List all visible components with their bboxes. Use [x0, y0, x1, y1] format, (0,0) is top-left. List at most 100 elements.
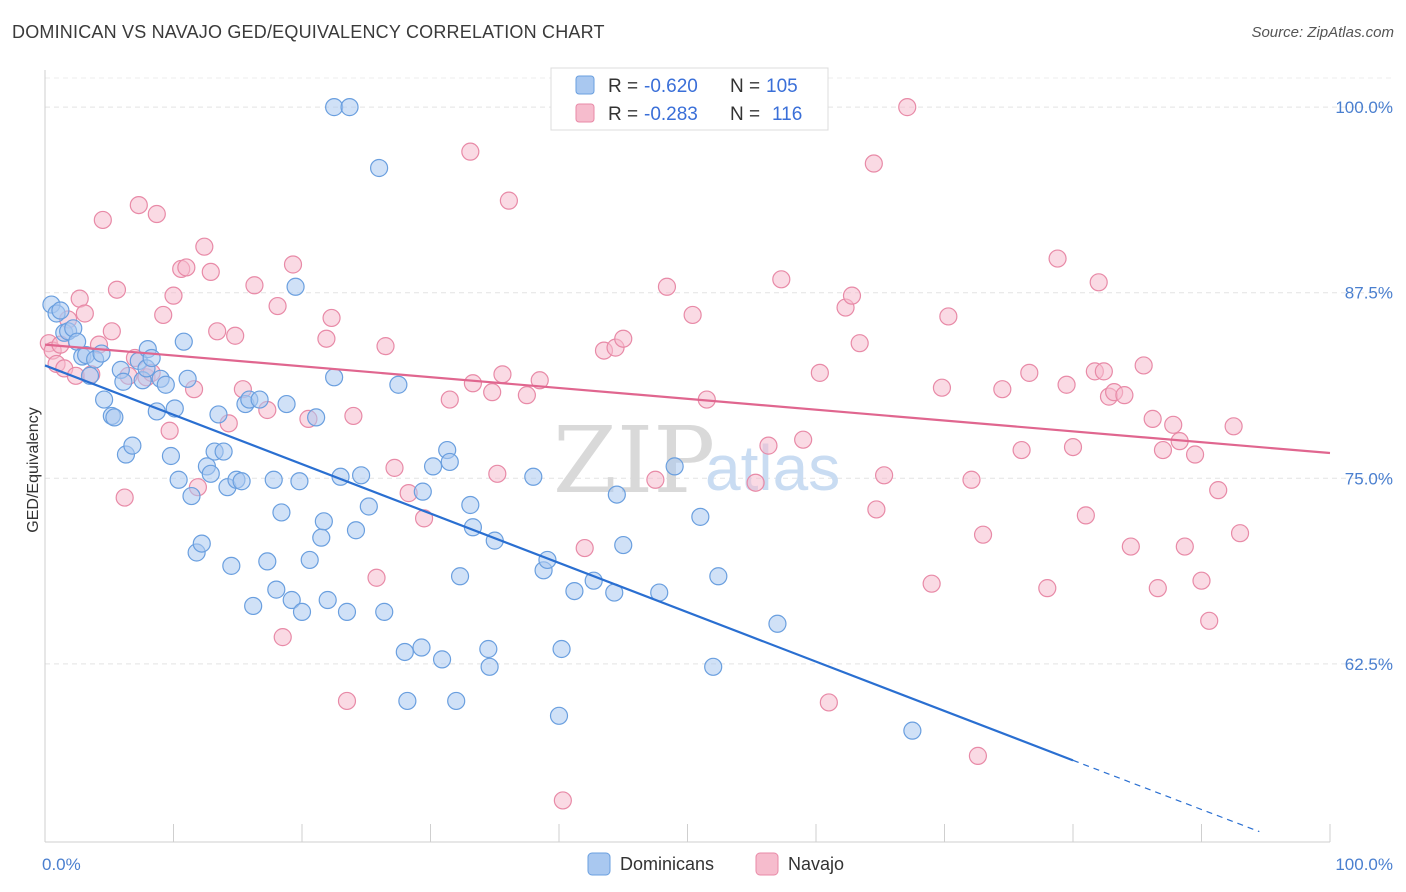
dominicans-point-60 [314, 512, 333, 531]
navajo-point-105 [1153, 440, 1173, 460]
x-tick-label-0: 0.0% [42, 855, 81, 874]
dominicans-point-103 [768, 614, 787, 633]
dominicans-point-36 [201, 464, 220, 483]
dominicans-point-39 [214, 442, 233, 461]
dominicans-point-30 [174, 332, 193, 351]
dominicans-point-100 [691, 507, 710, 526]
navajo-point-103 [1143, 409, 1162, 428]
navajo-point-57 [530, 371, 549, 390]
dominicans-point-102 [709, 567, 728, 586]
navajo-points [39, 98, 1250, 810]
navajo-point-11 [93, 210, 112, 230]
dominicans-point-77 [423, 457, 443, 476]
navajo-trend-line [44, 343, 1331, 455]
navajo-point-43 [344, 406, 363, 426]
legend-r-value-2: -0.283 [644, 104, 698, 125]
navajo-point-81 [922, 574, 941, 593]
dominicans-point-76 [413, 482, 432, 501]
navajo-point-100 [1115, 386, 1134, 405]
navajo-point-70 [759, 436, 778, 455]
dominicans-point-51 [272, 503, 291, 522]
navajo-point-40 [317, 329, 336, 348]
navajo-point-20 [147, 204, 166, 224]
dominicans-point-67 [346, 521, 366, 540]
dominicans-point-62 [325, 368, 344, 387]
navajo-point-109 [1185, 445, 1205, 464]
navajo-point-110 [1192, 571, 1211, 590]
navajo-point-38 [283, 255, 303, 274]
navajo-point-93 [1063, 437, 1083, 457]
navajo-point-13 [107, 280, 127, 299]
x-tick-label-1: 100.0% [1335, 855, 1393, 874]
navajo-point-53 [488, 464, 507, 483]
navajo-point-84 [962, 470, 981, 489]
dominicans-point-71 [375, 602, 394, 621]
axes [44, 70, 1331, 843]
navajo-point-17 [129, 196, 148, 215]
navajo-point-87 [993, 380, 1012, 399]
navajo-point-82 [932, 378, 952, 397]
dominicans-point-66 [340, 98, 359, 117]
bottom-swatch-dominicans [587, 852, 611, 876]
navajo-point-14 [115, 488, 134, 507]
dominicans-point-49 [264, 470, 283, 489]
navajo-point-62 [614, 329, 633, 348]
dominicans-point-92 [552, 639, 571, 659]
correlation-legend: R = -0.620 N = 105 R = -0.283 N = 116 [550, 67, 829, 131]
dominicans-point-10 [92, 344, 111, 363]
navajo-point-94 [1076, 506, 1095, 525]
navajo-point-42 [337, 691, 357, 711]
chart-title: DOMINICAN VS NAVAJO GED/EQUIVALENCY CORR… [12, 22, 605, 42]
navajo-point-49 [440, 390, 459, 409]
navajo-point-59 [575, 538, 594, 558]
navajo-point-74 [819, 693, 838, 712]
dominicans-point-27 [161, 446, 181, 466]
dominicans-point-86 [480, 657, 499, 676]
dominicans-point-101 [704, 657, 723, 676]
dominicans-point-32 [182, 486, 201, 506]
dominicans-point-99 [665, 457, 684, 476]
navajo-point-48 [414, 509, 434, 528]
dominicans-point-78 [432, 650, 452, 669]
dominicans-point-29 [169, 470, 188, 489]
y-tick-label-1: 87.5% [1345, 284, 1393, 303]
dominicans-point-93 [565, 581, 584, 601]
dominicans-point-16 [114, 372, 133, 391]
navajo-point-88 [1012, 440, 1031, 460]
dominicans-point-72 [389, 375, 408, 394]
navajo-point-21 [154, 305, 173, 325]
navajo-point-91 [1048, 249, 1067, 268]
navajo-point-54 [493, 365, 512, 384]
navajo-point-56 [517, 386, 536, 405]
legend-n-value-1: 105 [766, 76, 798, 97]
navajo-point-85 [968, 746, 988, 765]
dominicans-points [42, 98, 922, 740]
dominicans-point-31 [178, 369, 197, 388]
navajo-point-77 [850, 334, 869, 353]
navajo-point-23 [164, 286, 183, 305]
dominicans-point-74 [398, 691, 417, 711]
dominicans-point-41 [222, 556, 241, 575]
dominicans-point-81 [447, 691, 466, 711]
navajo-point-45 [376, 337, 395, 356]
dominicans-point-46 [244, 596, 263, 616]
navajo-point-89 [1020, 363, 1039, 382]
navajo-point-25 [177, 258, 196, 277]
navajo-point-97 [1094, 362, 1113, 381]
bottom-legend-dominicans: Dominicans [620, 854, 714, 874]
watermark: ZIP atlas [553, 407, 840, 514]
dominicans-point-80 [440, 452, 459, 472]
navajo-point-69 [746, 473, 765, 492]
navajo-point-65 [683, 305, 702, 325]
dominicans-point-54 [286, 277, 305, 296]
navajo-point-71 [772, 270, 791, 289]
dominicans-point-91 [549, 706, 569, 725]
y-tick-label-0: 100.0% [1335, 98, 1393, 117]
navajo-point-55 [499, 191, 518, 210]
navajo-point-72 [794, 430, 813, 449]
legend-swatch-dominicans [575, 75, 595, 95]
dominicans-point-104 [903, 721, 922, 740]
navajo-point-113 [1224, 417, 1243, 436]
